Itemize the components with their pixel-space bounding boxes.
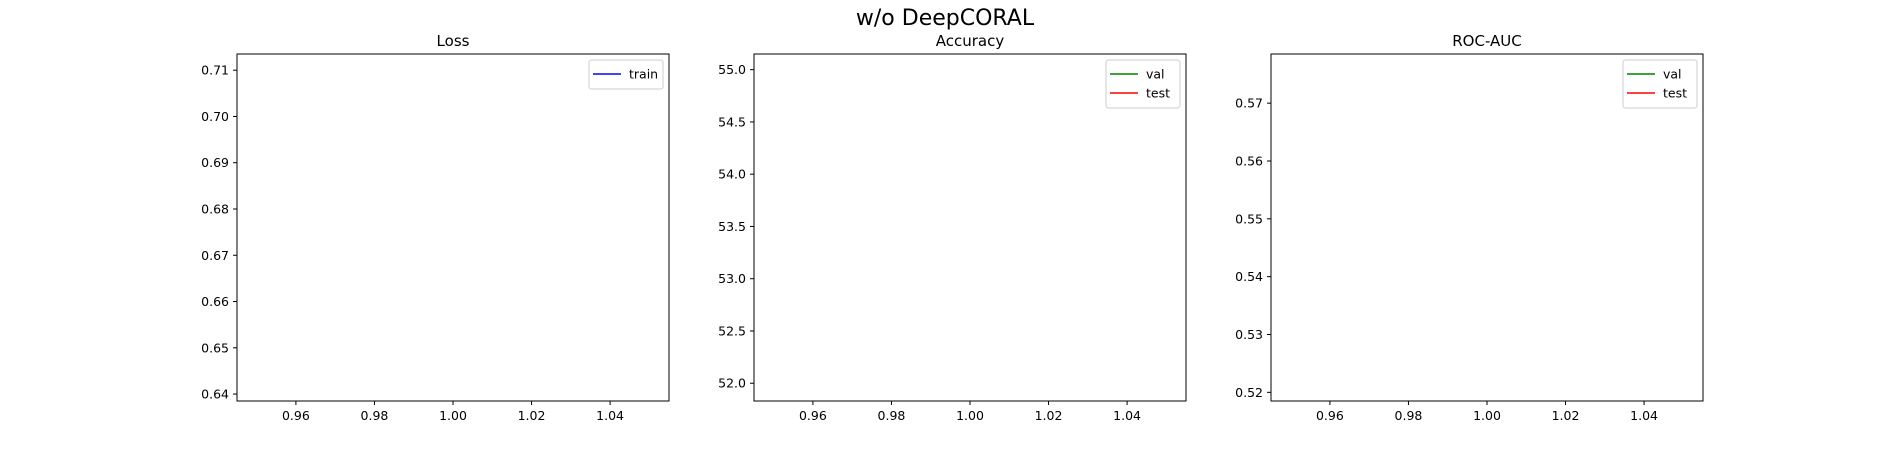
- y-tick-label: 0.69: [201, 155, 229, 170]
- legend-label-val: val: [1663, 67, 1682, 82]
- x-tick-label: 1.00: [1473, 408, 1501, 423]
- y-tick-label: 54.5: [718, 114, 746, 129]
- y-tick-label: 0.56: [1235, 153, 1263, 168]
- legend: train: [588, 59, 664, 90]
- legend-frame: [588, 59, 664, 90]
- figure-title: w/o DeepCORAL: [856, 6, 1035, 31]
- y-tick-label: 0.67: [201, 248, 229, 263]
- y-tick-label: 0.54: [1235, 269, 1263, 284]
- y-tick-label: 0.71: [201, 63, 229, 78]
- y-tick-label: 52.0: [718, 376, 746, 391]
- axes-frame: [753, 53, 1187, 402]
- legend-frame: [1105, 59, 1181, 109]
- x-tick-label: 0.98: [1395, 408, 1423, 423]
- subplot-title: Loss: [437, 32, 470, 50]
- x-tick-label: 0.98: [361, 408, 389, 423]
- x-tick-label: 1.02: [1552, 408, 1580, 423]
- x-tick-label: 1.04: [1113, 408, 1141, 423]
- legend-label-train: train: [629, 67, 658, 82]
- y-tick-label: 0.55: [1235, 211, 1263, 226]
- legend-label-test: test: [1663, 86, 1687, 101]
- legend: val test: [1105, 59, 1181, 109]
- y-tick-label: 54.0: [718, 167, 746, 182]
- subplot-2: Accuracy 0.96 0.98 1.00 1.02 1.04 52.0 52.5 53.0…: [718, 32, 1187, 423]
- y-tick-label: 0.68: [201, 201, 229, 216]
- y-tick-label: 0.70: [201, 109, 229, 124]
- axes-frame: [236, 53, 670, 402]
- legend-label-test: test: [1146, 86, 1170, 101]
- axes-frame: [1270, 53, 1704, 402]
- x-tick-label: 1.00: [956, 408, 984, 423]
- subplot-title: ROC-AUC: [1452, 32, 1522, 50]
- y-tick-label: 53.0: [718, 271, 746, 286]
- x-tick-label: 0.96: [799, 408, 827, 423]
- x-tick-label: 0.96: [282, 408, 310, 423]
- y-tick-label: 0.53: [1235, 327, 1263, 342]
- legend-label-val: val: [1146, 67, 1165, 82]
- y-tick-label: 0.65: [201, 340, 229, 355]
- x-tick-label: 1.04: [1630, 408, 1658, 423]
- y-tick-label: 52.5: [718, 323, 746, 338]
- y-tick-label: 0.66: [201, 294, 229, 309]
- y-tick-label: 55.0: [718, 62, 746, 77]
- subplot-title: Accuracy: [936, 32, 1005, 50]
- legend: val test: [1622, 59, 1698, 109]
- subplot-1: Loss 0.96 0.98 1.00 1.02 1.04 0.64 0.65 0.66 0.67…: [201, 32, 670, 423]
- subplots: Loss 0.96 0.98 1.00 1.02 1.04 0.64 0.65 0.66 0.67…: [201, 32, 1704, 423]
- y-tick-label: 53.5: [718, 219, 746, 234]
- y-tick-label: 0.64: [201, 387, 229, 402]
- legend-frame: [1622, 59, 1698, 109]
- x-tick-label: 1.02: [1035, 408, 1063, 423]
- y-tick-label: 0.57: [1235, 96, 1263, 111]
- subplot-3: ROC-AUC 0.96 0.98 1.00 1.02 1.04 0.52 0.53 0.54 0…: [1235, 32, 1704, 423]
- x-tick-label: 0.96: [1316, 408, 1344, 423]
- x-tick-label: 1.04: [596, 408, 624, 423]
- y-tick-label: 0.52: [1235, 385, 1263, 400]
- x-tick-label: 1.00: [439, 408, 467, 423]
- x-tick-label: 0.98: [878, 408, 906, 423]
- x-tick-label: 1.02: [518, 408, 546, 423]
